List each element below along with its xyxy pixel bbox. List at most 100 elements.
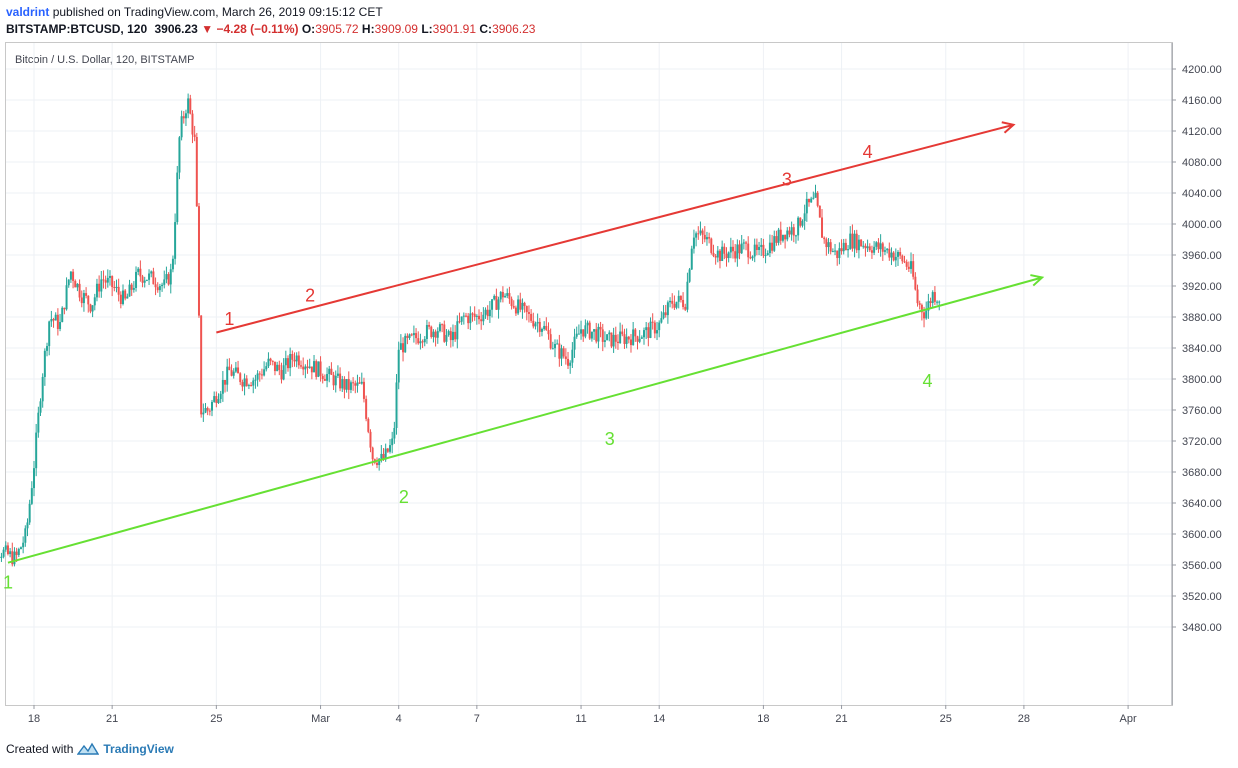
candle-body <box>758 246 761 250</box>
candle-body <box>24 528 27 543</box>
candle-body <box>792 227 795 236</box>
candle-body <box>608 332 611 335</box>
candle-body <box>258 373 261 375</box>
y-tick-label: 3760.00 <box>1182 405 1222 417</box>
candle-body <box>467 315 470 324</box>
candle-body <box>925 310 928 319</box>
y-tick-label: 3480.00 <box>1182 622 1222 634</box>
candle-body <box>304 366 307 370</box>
candle-body <box>176 172 179 223</box>
candle-body <box>182 116 185 119</box>
author-link[interactable]: valdrint <box>6 5 50 19</box>
candle-body <box>95 283 98 298</box>
candle-body <box>662 312 665 319</box>
candle-body <box>85 293 88 296</box>
green-wave-label-2: 2 <box>399 487 409 507</box>
candle-body <box>93 297 96 306</box>
candle-body <box>119 294 122 304</box>
candle-body <box>187 98 190 114</box>
x-tick-label: Mar <box>311 713 330 725</box>
tradingview-brand[interactable]: TradingView <box>103 742 174 756</box>
candle-body <box>540 329 543 332</box>
candle-body <box>530 313 533 321</box>
candle-body <box>180 116 183 138</box>
candle-body <box>636 336 639 342</box>
candle-body <box>634 329 637 337</box>
candle-body <box>894 256 897 261</box>
candle-body <box>163 279 166 285</box>
candle-body <box>877 242 880 250</box>
candle-body <box>356 382 359 386</box>
candle-body <box>684 306 687 310</box>
candle-body <box>573 336 576 350</box>
candle-body <box>39 401 42 413</box>
candle-body <box>612 334 615 347</box>
low-label: L: <box>421 22 433 36</box>
candle-body <box>241 382 244 387</box>
candle-body <box>712 252 715 256</box>
candle-body <box>267 358 270 367</box>
candle-body <box>790 227 793 235</box>
candle-body <box>883 250 886 252</box>
candle-body <box>419 341 422 344</box>
candle-body <box>775 236 778 243</box>
candle-body <box>141 276 144 283</box>
candle-body <box>82 293 85 304</box>
candle-body <box>580 329 583 334</box>
candle-body <box>899 251 902 256</box>
resistance-trendline[interactable] <box>216 123 1014 334</box>
candle-body <box>362 381 365 399</box>
candle-body <box>50 319 53 322</box>
candle-body <box>347 379 350 390</box>
candle-body <box>827 242 830 248</box>
candle-body <box>423 338 426 343</box>
candle-body <box>124 290 127 299</box>
candle-body <box>910 261 913 269</box>
support-trendline[interactable] <box>7 276 1043 564</box>
candle-body <box>87 295 90 305</box>
candle-body <box>89 304 92 312</box>
candle-body <box>771 242 774 251</box>
candle-body <box>352 382 355 384</box>
candle-body <box>486 309 489 317</box>
red-wave-label-1: 1 <box>224 309 234 329</box>
candle-body <box>716 250 719 258</box>
candle-body <box>671 300 674 304</box>
candle-body <box>154 284 157 288</box>
candle-body <box>308 366 311 368</box>
candle-body <box>640 337 643 339</box>
candle-body <box>784 234 787 240</box>
candle-body <box>332 374 335 386</box>
candle-body <box>729 246 732 253</box>
candle-body <box>586 322 589 326</box>
candle-body <box>113 287 116 289</box>
candle-body <box>280 370 283 380</box>
candle-body <box>148 273 151 280</box>
candle-body <box>621 331 624 335</box>
candle-body <box>679 295 682 300</box>
candle-body <box>286 358 289 369</box>
candle-body <box>627 336 630 340</box>
candle-body <box>438 324 441 332</box>
candle-body <box>482 314 485 322</box>
candle-body <box>517 299 520 314</box>
candle-body <box>247 385 250 387</box>
candle-body <box>603 340 606 342</box>
candle-body <box>616 341 619 344</box>
candle-body <box>675 301 678 308</box>
candle-body <box>907 266 910 269</box>
candle-body <box>810 198 813 203</box>
candle-body <box>339 373 342 389</box>
candle-body <box>582 329 585 337</box>
candle-body <box>493 295 496 300</box>
candle-body <box>554 343 556 349</box>
candle-body <box>666 302 669 316</box>
candle-body <box>156 287 159 291</box>
candle-body <box>656 330 659 334</box>
candle-body <box>273 361 276 372</box>
candle-body <box>888 248 891 258</box>
candle-body <box>9 551 12 555</box>
candle-body <box>840 248 843 252</box>
candle-body <box>74 280 77 288</box>
